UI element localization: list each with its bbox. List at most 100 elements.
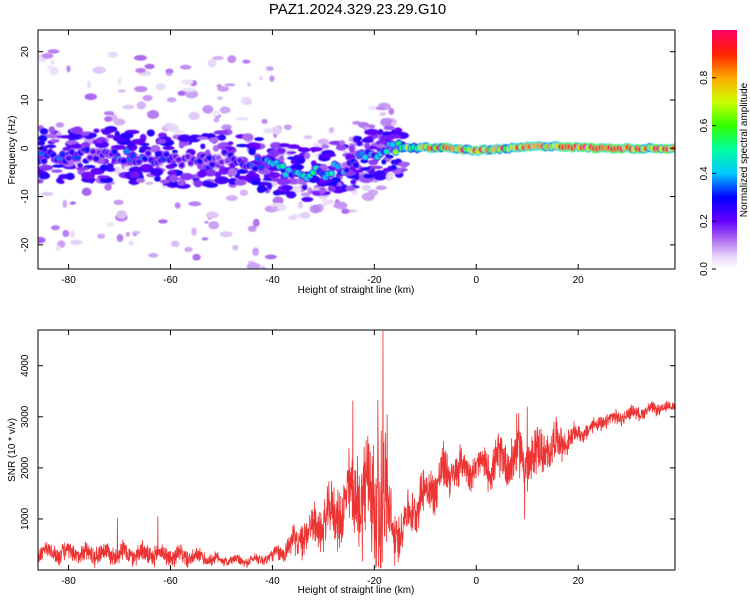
heatmap-cell [329, 127, 334, 133]
heatmap-cell [103, 128, 115, 133]
heatmap-cell [179, 163, 185, 168]
x-tick-label: 20 [573, 576, 585, 587]
heatmap-cell [130, 171, 140, 178]
heatmap-cell [388, 108, 394, 115]
heatmap-cell [92, 67, 106, 74]
heatmap-cell [56, 135, 62, 138]
y-tick-label: 10 [20, 94, 31, 106]
heatmap-cell [97, 234, 105, 239]
heatmap-cell [387, 134, 402, 139]
heatmap-cell [329, 171, 335, 176]
heatmap-cell [66, 156, 72, 161]
heatmap-cell [400, 162, 408, 168]
heatmap-cell [36, 179, 44, 184]
colorbar-tick-label: 0.6 [699, 118, 710, 132]
heatmap-cell [85, 93, 97, 100]
heatmap-cell [304, 135, 313, 139]
heatmap-cell [62, 230, 69, 237]
heatmap-cell [209, 137, 219, 142]
heatmap-cell [181, 79, 193, 85]
y-tick-label: 2000 [20, 456, 31, 479]
heatmap-cell [268, 149, 279, 157]
heatmap-cell [126, 232, 130, 237]
x-tick-label: -40 [265, 275, 280, 286]
x-tick-label: -60 [163, 576, 178, 587]
heatmap-cell [185, 154, 191, 159]
heatmap-cell [253, 219, 260, 227]
heatmap-cell [214, 118, 220, 123]
heatmap-cell [393, 149, 399, 154]
heatmap-cell [117, 234, 124, 242]
heatmap-cell [260, 266, 266, 274]
heatmap-cell [38, 135, 47, 142]
y-tick-label: 20 [20, 46, 31, 58]
heatmap-cell [154, 176, 161, 182]
heatmap-cell [235, 117, 248, 121]
heatmap-cell [272, 126, 282, 135]
colorbar-tick-label: 0.8 [699, 70, 710, 84]
heatmap-cell [145, 182, 153, 185]
heatmap-cell [156, 83, 166, 90]
heatmap-cell [147, 110, 159, 119]
heatmap-cell [120, 132, 133, 139]
heatmap-cell [226, 195, 238, 201]
x-tick-label: 20 [573, 275, 585, 286]
snr-y-label: SNR (10 * v/v) [7, 418, 18, 482]
heatmap-cell [204, 182, 218, 187]
heatmap-cell [360, 167, 370, 170]
heatmap-cell [150, 168, 163, 176]
heatmap-cell [38, 151, 44, 156]
heatmap-cell [58, 180, 65, 184]
heatmap-cell [175, 202, 181, 209]
heatmap-cell [391, 165, 397, 171]
heatmap-cell [104, 116, 112, 122]
snr-x-label: Height of straight line (km) [298, 585, 415, 596]
colorbar: 0.00.20.40.60.8 Normalized spectral ampl… [699, 30, 750, 276]
heatmap-cell [293, 155, 301, 161]
heatmap-cell [236, 176, 249, 180]
heatmap-cell [248, 147, 256, 155]
heatmap-cell [184, 247, 192, 252]
heatmap-cell [376, 185, 387, 190]
heatmap-cell [266, 66, 274, 71]
heatmap-cell [47, 66, 54, 69]
heatmap-cell [106, 167, 116, 172]
heatmap-cell [50, 139, 59, 143]
heatmap-cell [82, 188, 92, 196]
heatmap-cell [232, 245, 238, 251]
x-tick-label: -60 [163, 275, 178, 286]
heatmap-cell [197, 170, 206, 177]
heatmap-cell [118, 89, 126, 92]
heatmap-cell [219, 160, 225, 165]
heatmap-cell [179, 142, 185, 149]
heatmap-cell [390, 142, 396, 147]
heatmap-cell [252, 166, 258, 171]
heatmap-cell [38, 172, 50, 179]
heatmap-cell [62, 200, 67, 208]
heatmap-cell [228, 168, 237, 176]
heatmap-cell [191, 227, 197, 235]
heatmap-cell [41, 158, 47, 163]
heatmap-cell [268, 172, 280, 178]
heatmap-cell [104, 111, 115, 115]
heatmap-cell [183, 88, 196, 92]
heatmap-cell [114, 200, 124, 206]
heatmap-cell [171, 241, 180, 247]
heatmap-cell [93, 156, 99, 161]
heatmap-cell [97, 175, 110, 178]
colorbar-tick-label: 0.0 [699, 262, 710, 276]
heatmap-cell [72, 126, 83, 134]
heatmap-cell [70, 201, 76, 204]
heatmap-cell [331, 177, 341, 183]
heatmap-cell [200, 143, 205, 149]
heatmap-cell [50, 59, 54, 64]
heatmap-cell [279, 143, 290, 147]
heatmap-cell [252, 247, 259, 256]
heatmap-cell [362, 192, 375, 200]
heatmap-cell [90, 149, 96, 154]
heatmap-cell [257, 188, 265, 193]
heatmap-cell [384, 120, 392, 124]
heatmap-cell [60, 152, 66, 157]
heatmap-cell [112, 149, 118, 154]
heatmap-cell [284, 124, 292, 130]
